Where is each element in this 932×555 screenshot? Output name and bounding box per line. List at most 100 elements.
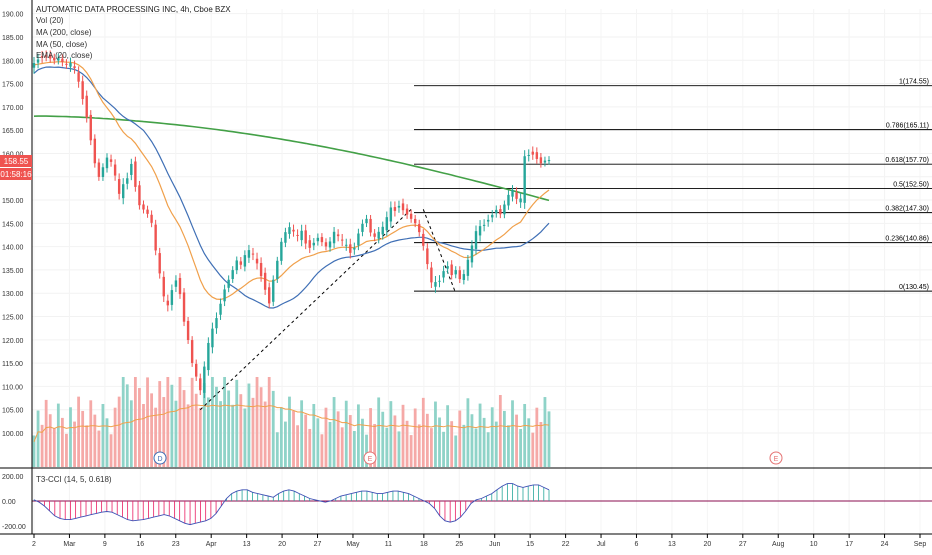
candle-body — [134, 161, 137, 187]
volume-bar — [417, 424, 421, 467]
time-tick-label: 22 — [562, 541, 570, 548]
price-tick-label: 100.00 — [2, 431, 24, 438]
candle-body — [365, 218, 368, 224]
candle-body — [474, 231, 478, 249]
candle-body — [227, 279, 230, 288]
volume-bar — [470, 414, 474, 467]
volume-bar — [97, 430, 101, 467]
candle-body — [223, 289, 226, 302]
candle-body — [40, 56, 44, 58]
candle-body — [117, 179, 121, 194]
candle-body — [413, 218, 417, 224]
candle-body — [231, 270, 234, 280]
time-tick-label: 10 — [810, 541, 818, 548]
volume-bar — [279, 407, 283, 467]
chart-title: AUTOMATIC DATA PROCESSING INC, 4h, Cboe … — [36, 5, 231, 14]
volume-bar — [324, 407, 328, 467]
candle-body — [296, 234, 299, 236]
fib-level-label: 0.618(157.70) — [885, 157, 929, 164]
volume-bar — [385, 427, 389, 467]
candle-body — [491, 214, 494, 218]
volume-bar — [190, 377, 194, 467]
volume-bar — [494, 421, 498, 467]
candle-body — [142, 204, 145, 210]
volume-bar — [300, 400, 304, 467]
time-tick-label: Apr — [206, 541, 218, 548]
last-price-badge — [0, 155, 32, 167]
candle-body — [438, 280, 441, 282]
volume-bar — [138, 388, 141, 467]
candle-body — [199, 378, 202, 391]
volume-bar — [125, 384, 129, 467]
volume-bar — [36, 410, 40, 467]
earnings-marker-label: E — [774, 456, 779, 463]
time-tick-label: 23 — [172, 541, 180, 548]
volume-bar — [117, 396, 121, 467]
candle-body — [527, 154, 530, 156]
candle-body — [53, 57, 56, 61]
candle-body — [272, 279, 275, 302]
volume-bar — [227, 390, 231, 467]
cci-tick-label: 200.00 — [2, 474, 24, 481]
volume-bar — [458, 410, 462, 467]
candle-body — [89, 114, 92, 141]
candle-body — [284, 232, 287, 243]
time-tick-label: 13 — [668, 541, 676, 548]
volume-bar — [284, 421, 287, 467]
volume-bar — [478, 403, 482, 467]
volume-bar — [105, 418, 109, 467]
candle-body — [519, 198, 522, 203]
volume-bar — [425, 413, 429, 467]
volume-bar — [328, 422, 332, 467]
time-tick-label: 9 — [103, 541, 107, 548]
time-tick-label: Aug — [772, 541, 785, 548]
candle-body — [340, 239, 344, 241]
volume-bar — [202, 383, 206, 467]
candle-body — [126, 178, 129, 184]
indicator-ema20: EMA (20, close) — [36, 51, 93, 60]
time-tick-label: 25 — [455, 541, 463, 548]
candle-body — [381, 226, 384, 235]
candle-body — [332, 231, 336, 244]
time-tick-label: 16 — [136, 541, 144, 548]
price-tick-label: 160.00 — [2, 151, 24, 158]
candle-body — [495, 209, 498, 214]
volume-bar — [251, 397, 255, 467]
bar-countdown: 01:58:16 — [0, 170, 32, 179]
volume-bar — [332, 397, 336, 467]
volume-bar — [308, 428, 312, 467]
candle-body — [166, 300, 170, 306]
price-tick-label: 125.00 — [2, 315, 24, 322]
candle-body — [186, 320, 190, 340]
volume-bar — [133, 377, 137, 467]
candle-body — [158, 253, 161, 274]
cci-line — [33, 483, 550, 526]
volume-bar — [462, 424, 466, 467]
volume-bar — [56, 403, 60, 467]
cci-pane — [32, 483, 932, 526]
cci-indicator-label: T3-CCI (14, 5, 0.618) — [36, 475, 112, 484]
volume-bar — [267, 377, 271, 467]
candle-body — [243, 255, 247, 267]
volume-bar — [275, 432, 279, 467]
candle-body — [32, 63, 36, 68]
candle-body — [255, 258, 259, 264]
candle-body — [430, 267, 433, 283]
volume-bar — [142, 404, 145, 467]
volume-bar — [316, 418, 320, 467]
fib-level-label: 0.382(147.30) — [885, 206, 929, 213]
candle-body — [349, 244, 352, 253]
candle-body — [434, 282, 437, 287]
candle-body — [361, 223, 364, 232]
dividend-marker — [153, 451, 167, 465]
candle-body — [503, 204, 506, 215]
volume-bar — [515, 414, 518, 467]
candle-body — [162, 276, 165, 297]
candle-body — [251, 253, 255, 255]
candle-body — [77, 72, 80, 82]
candle-body — [174, 280, 178, 287]
price-tick-label: 135.00 — [2, 268, 24, 275]
candle-body — [422, 233, 425, 246]
volume-bar — [357, 404, 360, 467]
candle-body — [69, 62, 72, 67]
